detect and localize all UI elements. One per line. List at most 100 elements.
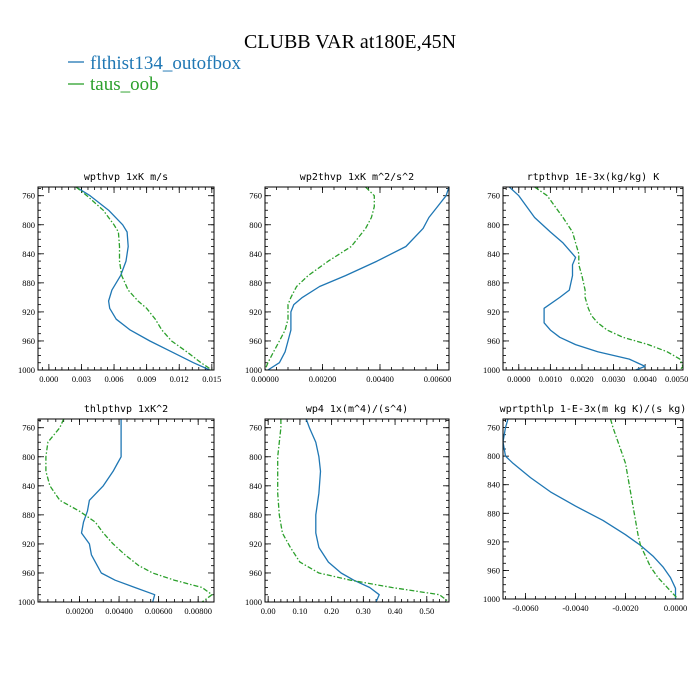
series-line-flthist134-outofbox [508, 187, 646, 370]
y-tick-label: 960 [249, 568, 262, 578]
series-line-flthist134-outofbox [503, 419, 677, 599]
x-tick-label: 0.00400 [366, 374, 394, 384]
panel-title: wprtpthlp 1-E-3x(m kg K)/(s kg) [500, 404, 687, 415]
panel-frame [502, 418, 684, 600]
y-tick-label: 920 [249, 539, 262, 549]
panel-1: wpthvp 1xK m/s 760 800 840 880 920 960 1000 0.00… [18, 172, 221, 384]
y-tick-label: 960 [487, 565, 500, 575]
y-tick-label: 760 [249, 423, 262, 433]
x-tick-label: -0.0060 [512, 603, 538, 613]
y-tick-label: 1000 [18, 597, 35, 607]
x-tick-label: 0.015 [202, 374, 221, 384]
y-tick-label: 1000 [18, 365, 35, 375]
y-tick-label: 960 [22, 568, 35, 578]
y-tick-label: 920 [487, 537, 500, 547]
x-tick-label: 0.0030 [602, 374, 625, 384]
y-tick-label: 880 [22, 278, 35, 288]
legend: flthist134_outofbox taus_oob [68, 53, 241, 95]
y-tick-label: 800 [249, 452, 262, 462]
y-tick-label: 960 [487, 336, 500, 346]
y-tick-label: 840 [249, 481, 262, 491]
series-line-taus-oob [75, 187, 213, 370]
x-tick-label: 0.003 [72, 374, 91, 384]
series-line-flthist134-outofbox [267, 187, 449, 370]
panel-frame [264, 186, 450, 371]
y-tick-label: 960 [22, 336, 35, 346]
y-tick-label: 1000 [245, 365, 262, 375]
series-line-taus-oob [45, 419, 213, 602]
series-line-flthist134-outofbox [75, 187, 210, 370]
panel-title: thlpthvp 1xK^2 [84, 404, 168, 415]
panel-6: wprtpthlp 1-E-3x(m kg K)/(s kg)760 800 840… [483, 404, 687, 613]
x-tick-label: 0.00000 [251, 374, 279, 384]
x-tick-label: 0.0020 [570, 374, 593, 384]
figure-title: CLUBB VAR at180E,45N [244, 31, 456, 53]
panel-frame [37, 186, 215, 371]
y-tick-label: 800 [487, 220, 500, 230]
x-tick-label: 0.00 [261, 606, 276, 616]
x-tick-label: 0.40 [388, 606, 403, 616]
y-tick-label: 880 [249, 278, 262, 288]
y-tick-label: 960 [249, 336, 262, 346]
legend-label-taus-oob: taus_oob [90, 74, 159, 95]
x-tick-label: 0.0050 [665, 374, 688, 384]
panel-title: wp4 1x(m^4)/(s^4) [306, 404, 408, 415]
series-line-flthist134-outofbox [305, 419, 380, 602]
panel-4: thlpthvp 1xK^2 760 800 840 880 920 960 1000 0.00… [18, 404, 215, 616]
y-tick-label: 1000 [483, 594, 500, 604]
y-tick-label: 1000 [483, 365, 500, 375]
x-tick-label: 0.012 [170, 374, 189, 384]
y-tick-label: 920 [249, 307, 262, 317]
x-tick-label: 0.20 [324, 606, 339, 616]
y-tick-label: 760 [22, 423, 35, 433]
panel-2: wp2thvp 1xK m^2/s^2 760 800 840 880 920 960 100… [245, 172, 451, 384]
y-tick-label: 760 [487, 423, 500, 433]
panel-title: wp2thvp 1xK m^2/s^2 [300, 172, 414, 183]
y-tick-label: 840 [22, 249, 35, 259]
x-tick-label: 0.50 [419, 606, 434, 616]
y-tick-label: 760 [22, 191, 35, 201]
y-tick-label: 880 [487, 278, 500, 288]
y-tick-label: 1000 [245, 597, 262, 607]
x-tick-label: -0.0040 [562, 603, 588, 613]
series-line-taus-oob [534, 187, 683, 370]
y-tick-label: 920 [22, 539, 35, 549]
x-tick-label: 0.0000 [507, 374, 530, 384]
y-tick-label: 840 [249, 249, 262, 259]
series-line-taus-oob [609, 419, 679, 599]
y-tick-label: 800 [22, 452, 35, 462]
x-tick-label: 0.009 [137, 374, 156, 384]
panel-frame [502, 186, 684, 371]
x-tick-label: 0.30 [356, 606, 371, 616]
y-tick-label: 880 [22, 510, 35, 520]
panel-frame [37, 418, 215, 603]
x-tick-label: 0.00200 [309, 374, 337, 384]
y-tick-label: 760 [249, 191, 262, 201]
x-tick-label: 0.00400 [105, 606, 133, 616]
y-tick-label: 800 [487, 451, 500, 461]
y-tick-label: 840 [22, 481, 35, 491]
y-tick-label: 840 [487, 480, 500, 490]
x-tick-label: 0.00600 [424, 374, 452, 384]
y-tick-label: 800 [22, 220, 35, 230]
panel-frame [264, 418, 450, 603]
x-tick-label: 0.000 [39, 374, 58, 384]
y-tick-label: 840 [487, 249, 500, 259]
y-tick-label: 920 [487, 307, 500, 317]
panel-3: rtpthvp 1E-3x(kg/kg) K 760 800 840 880 920 960… [483, 172, 688, 384]
x-tick-label: 0.00600 [145, 606, 173, 616]
y-tick-label: 880 [249, 510, 262, 520]
y-tick-label: 920 [22, 307, 35, 317]
legend-label-flthist134: flthist134_outofbox [90, 53, 241, 74]
panel-grid: wpthvp 1xK m/s76080084088092096010000.00… [18, 172, 688, 616]
series-line-taus-oob [277, 419, 449, 602]
panel-5: wp4 1x(m^4)/(s^4)76080084088092096010000… [245, 404, 450, 616]
x-tick-label: 0.00800 [184, 606, 212, 616]
x-tick-label: 0.006 [104, 374, 123, 384]
x-tick-label: 0.0040 [633, 374, 656, 384]
x-tick-label: 0.10 [292, 606, 307, 616]
x-tick-label: -0.0020 [612, 603, 638, 613]
x-tick-label: 0.0010 [539, 374, 562, 384]
x-tick-label: 0.0000 [664, 603, 687, 613]
